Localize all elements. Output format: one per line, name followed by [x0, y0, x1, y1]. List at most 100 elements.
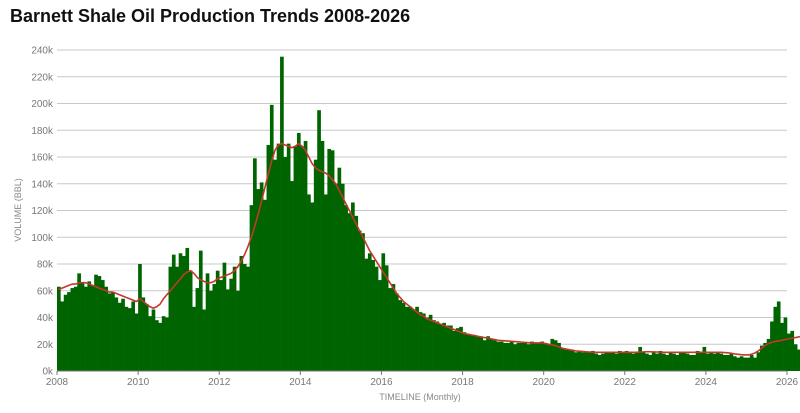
production-bar — [313, 159, 318, 371]
production-bar — [100, 280, 105, 371]
production-bar — [465, 333, 470, 371]
production-bar — [563, 349, 568, 371]
production-bar — [97, 276, 102, 371]
production-bar — [719, 353, 724, 371]
production-bar — [107, 293, 112, 371]
production-bar — [415, 306, 419, 371]
production-bar — [225, 289, 230, 371]
production-bar — [797, 349, 800, 371]
production-bar — [192, 306, 196, 371]
production-bar — [628, 352, 632, 371]
production-bar — [80, 282, 85, 371]
y-tick-label: 220k — [31, 72, 54, 83]
production-bar — [67, 292, 71, 371]
production-bar — [168, 266, 173, 371]
production-bar — [661, 353, 666, 371]
production-bar — [749, 354, 754, 371]
production-bar — [712, 353, 717, 371]
y-tick-label: 60k — [37, 286, 54, 297]
production-bar — [611, 352, 615, 371]
production-bar — [219, 280, 223, 371]
production-bar — [432, 320, 436, 371]
production-bar — [296, 132, 301, 371]
production-bar — [793, 344, 798, 371]
production-bar — [229, 278, 234, 371]
production-bar — [351, 202, 355, 371]
production-bar — [411, 309, 416, 371]
x-tick-label: 2020 — [533, 377, 556, 388]
production-bar — [290, 181, 294, 371]
production-bar — [489, 338, 494, 371]
production-bar — [73, 286, 78, 371]
production-bar — [374, 266, 379, 371]
production-bar — [574, 352, 578, 371]
production-bar — [729, 353, 734, 371]
production-bar — [111, 292, 115, 371]
production-bar — [394, 293, 399, 371]
production-bar — [209, 290, 213, 371]
production-bar — [280, 56, 284, 371]
production-bar — [550, 338, 555, 371]
production-bar — [198, 250, 203, 372]
production-bar — [594, 353, 599, 371]
production-bar — [347, 213, 352, 371]
production-bar — [303, 140, 308, 371]
y-tick-label: 240k — [31, 46, 54, 57]
production-bar — [317, 110, 321, 371]
production-bar — [557, 342, 561, 371]
production-bar — [634, 352, 639, 371]
production-bar — [705, 353, 710, 371]
production-bar — [641, 352, 646, 371]
production-bar — [584, 352, 588, 371]
production-bar — [84, 286, 88, 371]
production-bar — [141, 297, 146, 371]
y-tick-label: 200k — [31, 99, 54, 110]
y-tick-label: 120k — [31, 206, 54, 217]
trend-line — [58, 142, 800, 356]
production-bar — [266, 144, 271, 371]
production-bar — [87, 281, 92, 371]
production-bar — [249, 205, 254, 371]
y-tick-label: 20k — [37, 340, 54, 351]
production-bar — [536, 342, 541, 371]
production-bar — [60, 301, 65, 371]
production-bar — [334, 183, 338, 371]
trend-line-group — [58, 142, 800, 356]
production-bar — [195, 288, 200, 371]
production-bar — [678, 352, 683, 371]
production-bar — [790, 330, 795, 372]
production-bar — [367, 253, 372, 371]
production-bar — [503, 342, 507, 371]
production-bar — [422, 313, 426, 371]
production-bar — [276, 143, 281, 372]
production-bar — [770, 321, 774, 371]
production-bar — [138, 264, 142, 371]
production-bar — [668, 352, 673, 371]
production-bar — [121, 298, 125, 371]
y-axis-ticks: 0k 20k 40k 60k 80k 100k 120k 140k 160k 180k 200k 22… — [31, 46, 54, 378]
production-bar — [543, 342, 548, 371]
production-bar — [388, 288, 392, 371]
production-bar — [702, 346, 707, 371]
production-bar — [459, 326, 463, 371]
production-bar — [171, 254, 176, 371]
x-tick-label: 2024 — [695, 377, 718, 388]
production-bar — [492, 340, 497, 371]
production-bar — [746, 357, 751, 372]
production-bar — [766, 338, 771, 371]
production-bar — [530, 341, 534, 371]
production-bar — [438, 324, 443, 371]
production-bar — [645, 353, 649, 371]
production-bar — [269, 104, 274, 371]
production-bar — [442, 322, 446, 371]
production-bar — [743, 357, 747, 372]
production-bar — [577, 350, 582, 371]
production-bar — [188, 270, 193, 371]
production-bar — [672, 353, 676, 371]
production-bar — [621, 352, 626, 371]
production-bar — [716, 352, 720, 371]
production-bar — [104, 286, 108, 371]
production-bar — [597, 354, 602, 371]
production-bar — [435, 321, 440, 371]
production-bar — [523, 342, 528, 371]
